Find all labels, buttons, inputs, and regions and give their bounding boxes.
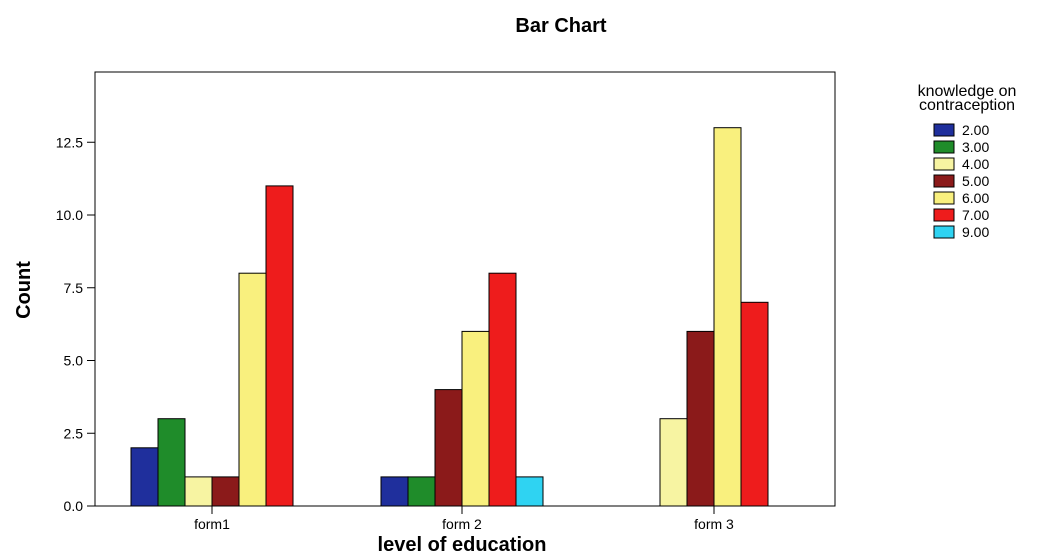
legend-swatch	[933, 174, 955, 188]
legend-label: 7.00	[962, 207, 989, 223]
legend-label: 2.00	[962, 122, 989, 138]
bar-9-00-1	[515, 476, 544, 507]
legend-label: 6.00	[962, 190, 989, 206]
bars	[130, 127, 769, 507]
bar-4-00-0	[184, 476, 213, 507]
bar-5-00-1	[434, 389, 463, 507]
y-tick-label: 5.0	[64, 353, 84, 369]
y-tick-label: 12.5	[56, 134, 83, 150]
bar-2-00-0	[130, 447, 159, 507]
x-axis: form1 form 2 form 3	[194, 506, 734, 532]
bar-2-00-1	[380, 476, 409, 507]
chart-title: Bar Chart	[515, 15, 606, 37]
legend-swatch	[933, 208, 955, 222]
y-tick-label: 7.5	[64, 280, 84, 296]
bar-6-00-0	[238, 272, 267, 507]
legend-title-line-1: knowledge on	[918, 83, 1017, 100]
x-axis-title: level of education	[378, 534, 547, 553]
bar-5-00-0	[211, 476, 240, 507]
legend-swatch	[933, 140, 955, 154]
bar-3-00-1	[407, 476, 436, 507]
y-axis-title: Count	[13, 261, 35, 319]
bar-7-00-1	[488, 272, 517, 507]
y-tick-label: 2.5	[64, 425, 84, 441]
legend-label: 3.00	[962, 139, 989, 155]
legend-label: 5.00	[962, 173, 989, 189]
bar-7-00-0	[265, 185, 294, 507]
y-tick-label: 10.0	[56, 207, 83, 223]
bar-5-00-2	[686, 330, 715, 507]
legend-label: 4.00	[962, 156, 989, 172]
bar-7-00-2	[740, 301, 769, 507]
bar-6-00-1	[461, 330, 490, 507]
bar-4-00-2	[659, 418, 688, 507]
legend: knowledge on contraception 2.003.004.005…	[918, 83, 1017, 240]
x-tick-label: form 3	[694, 516, 734, 532]
x-tick-label: form 2	[442, 516, 482, 532]
bar-3-00-0	[157, 418, 186, 507]
y-tick-label: 0.0	[64, 498, 84, 514]
x-tick-label: form1	[194, 516, 230, 532]
legend-label: 9.00	[962, 224, 989, 240]
legend-swatch	[933, 191, 955, 205]
legend-title-line-2: contraception	[919, 97, 1015, 114]
legend-swatch	[933, 157, 955, 171]
legend-swatch	[933, 225, 955, 239]
legend-swatch	[933, 123, 955, 137]
bar-6-00-2	[713, 127, 742, 507]
y-axis: 0.0 2.5 5.0 7.5 10.0 12.5	[56, 134, 95, 514]
